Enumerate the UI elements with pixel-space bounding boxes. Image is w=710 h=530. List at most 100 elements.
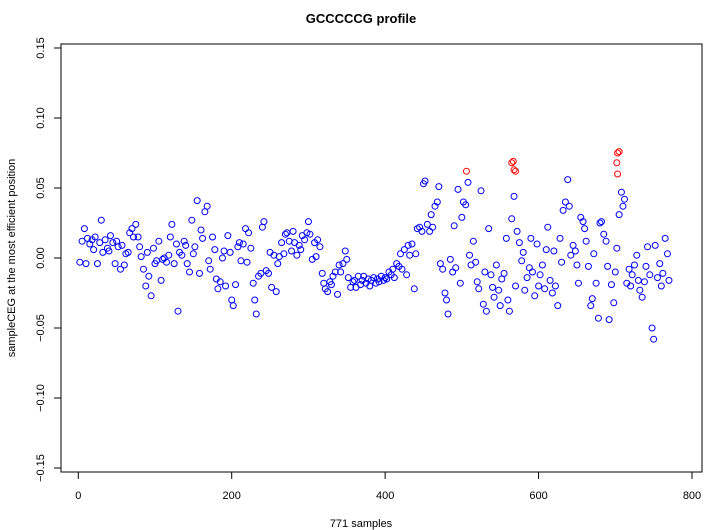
data-point xyxy=(512,282,520,290)
data-point xyxy=(203,202,211,210)
x-tick-label: 400 xyxy=(376,490,394,502)
data-point xyxy=(324,288,332,296)
data-point xyxy=(466,251,474,259)
data-point xyxy=(155,237,163,245)
data-point xyxy=(477,187,485,195)
data-point xyxy=(444,310,452,318)
data-point xyxy=(656,260,664,268)
data-point xyxy=(258,223,266,231)
data-point xyxy=(515,239,523,247)
data-point xyxy=(481,268,489,276)
highlighted-data-point xyxy=(614,170,622,178)
data-point xyxy=(163,258,170,266)
data-point xyxy=(239,240,247,248)
data-point xyxy=(396,250,404,258)
data-point xyxy=(653,274,661,282)
data-point xyxy=(574,279,582,287)
data-point xyxy=(638,293,646,301)
data-point xyxy=(628,271,636,279)
data-point xyxy=(490,293,498,301)
data-point xyxy=(423,220,431,228)
data-point xyxy=(219,254,226,262)
data-point xyxy=(293,251,301,259)
data-point xyxy=(145,272,153,280)
data-point xyxy=(91,233,99,241)
data-point xyxy=(403,271,411,279)
data-point xyxy=(429,223,437,231)
chart-title: GCCCCCG profile xyxy=(306,11,417,26)
data-point xyxy=(320,279,328,287)
data-point xyxy=(93,260,101,268)
data-point xyxy=(301,236,309,244)
data-point xyxy=(546,276,554,284)
data-point xyxy=(482,307,490,315)
data-point xyxy=(235,239,243,247)
data-point xyxy=(527,234,535,242)
data-point xyxy=(569,241,577,249)
data-point xyxy=(584,262,592,270)
data-point xyxy=(220,247,228,255)
data-point xyxy=(101,236,109,244)
data-point xyxy=(617,188,625,196)
data-point xyxy=(571,247,579,255)
data-point xyxy=(498,275,506,283)
data-point xyxy=(157,276,165,284)
data-point xyxy=(615,211,623,219)
data-point xyxy=(525,264,533,272)
highlighted-data-point xyxy=(614,149,622,157)
data-point xyxy=(136,243,144,251)
data-point xyxy=(475,285,483,293)
data-point xyxy=(400,246,408,254)
data-point xyxy=(96,239,104,247)
data-point xyxy=(556,234,564,242)
data-point xyxy=(249,279,257,287)
data-point xyxy=(450,222,458,230)
data-point xyxy=(473,278,481,286)
x-axis: 0 200 400 600 800 xyxy=(75,471,701,502)
highlighted-data-point xyxy=(613,159,621,167)
data-point xyxy=(620,195,628,203)
data-point xyxy=(272,288,280,296)
data-point xyxy=(166,233,174,241)
data-point xyxy=(449,268,457,276)
data-point xyxy=(314,236,322,244)
data-point xyxy=(120,261,128,269)
data-point xyxy=(542,246,550,254)
data-point xyxy=(172,240,180,248)
data-point xyxy=(295,241,303,249)
data-point xyxy=(206,265,214,273)
data-point xyxy=(128,225,136,233)
data-point xyxy=(329,272,337,280)
data-point xyxy=(406,251,414,259)
data-point xyxy=(143,248,151,256)
y-tick-label: 0.00 xyxy=(35,247,47,268)
data-point xyxy=(554,302,562,310)
data-point xyxy=(209,233,217,241)
highlighted-data-point xyxy=(615,148,623,156)
data-point xyxy=(222,282,230,290)
data-point xyxy=(199,234,207,242)
data-point xyxy=(590,250,598,258)
data-point xyxy=(109,239,117,247)
data-point xyxy=(78,237,86,245)
data-point xyxy=(452,264,460,272)
data-point xyxy=(226,248,234,256)
data-point xyxy=(565,202,573,210)
data-point xyxy=(495,286,503,294)
data-point xyxy=(538,261,546,269)
data-point xyxy=(243,258,251,266)
y-tick-label: 0.05 xyxy=(35,177,47,198)
data-point xyxy=(559,206,567,214)
highlighted-data-point xyxy=(462,167,470,175)
data-point xyxy=(564,176,572,184)
data-point xyxy=(149,244,157,252)
data-point xyxy=(625,265,633,273)
data-point xyxy=(492,261,500,269)
data-point xyxy=(334,290,342,298)
data-point xyxy=(528,268,536,276)
data-point xyxy=(245,229,253,237)
data-point xyxy=(343,255,351,263)
data-point xyxy=(130,233,138,241)
data-point xyxy=(443,296,451,304)
y-tick-label: −0.15 xyxy=(35,454,47,482)
